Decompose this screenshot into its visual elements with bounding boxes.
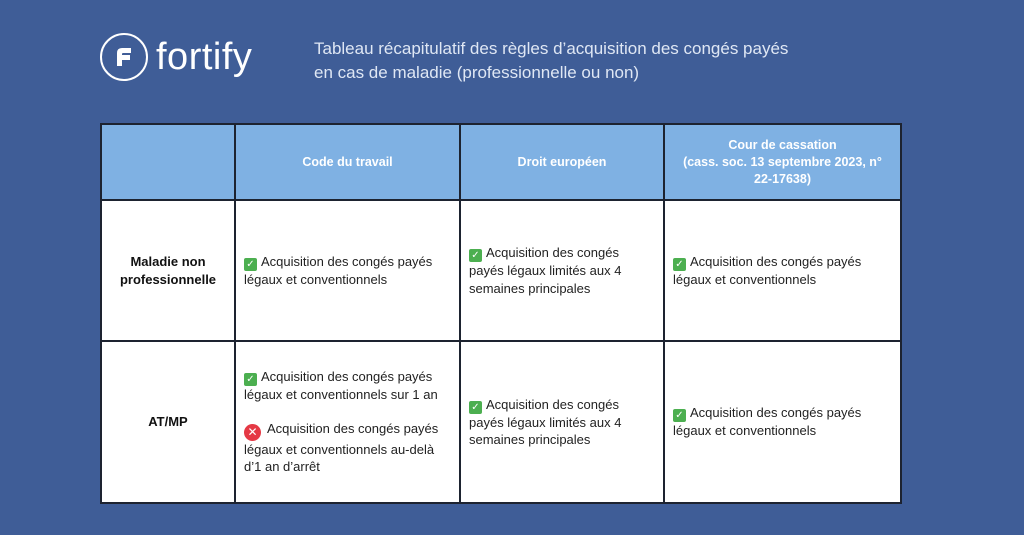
cell-cour-cassation: ✓ Acquisition des congés payés légaux et … [663, 340, 902, 504]
subtitle-line-1: Tableau récapitulatif des règles d’acqui… [314, 39, 789, 58]
page-subtitle: Tableau récapitulatif des règles d’acqui… [314, 37, 914, 85]
cell-code-travail: ✓ Acquisition des congés payés légaux et … [234, 199, 461, 342]
fortify-logo-icon [100, 33, 148, 81]
cell-text: Acquisition des congés payés légaux et c… [244, 420, 439, 475]
cell-droit-europeen: ✓ Acquisition des congés payés légaux lim… [459, 340, 665, 504]
row-label-maladie: Maladie non professionnelle [100, 199, 236, 342]
row-label-at-mp: AT/MP [100, 340, 236, 504]
table-row: AT/MP ✓ Acquisition des congés payés léga… [100, 340, 902, 504]
header-cour-title: Cour de cassation [728, 137, 837, 152]
summary-table: Code du travail Droit européen Cour de c… [100, 123, 902, 504]
check-mark-icon: ✓ [244, 257, 257, 271]
row-label-line-1: Maladie non [130, 254, 206, 269]
cell-text: Acquisition des congés payés légaux et c… [673, 253, 862, 287]
header-code-du-travail: Code du travail [234, 123, 461, 201]
check-mark-icon: ✓ [469, 400, 482, 414]
row-label-line-2: professionnelle [119, 271, 217, 287]
cell-text: Acquisition des congés payés légaux et c… [673, 405, 862, 439]
cell-cour-cassation: ✓ Acquisition des congés payés légaux et … [663, 199, 902, 342]
cell-no-block: ✕ Acquisition des congés payés légaux et … [244, 420, 451, 476]
header-cour-de-cassation: Cour de cassation (cass. soc. 13 septemb… [663, 123, 902, 201]
header-cour-reference: (cass. soc. 13 septembre 2023, n° 22-176… [683, 154, 882, 186]
check-mark-icon: ✓ [673, 409, 686, 423]
header-empty [100, 123, 236, 201]
cell-code-travail: ✓ Acquisition des congés payés légaux et … [234, 340, 461, 504]
cell-droit-europeen: ✓ Acquisition des congés payés légaux lim… [459, 199, 665, 342]
check-mark-icon: ✓ [469, 249, 482, 262]
subtitle-line-2: en cas de maladie (professionnelle ou no… [314, 63, 640, 82]
cell-text: Acquisition des congés payés légaux limi… [469, 245, 622, 296]
check-mark-icon: ✓ [673, 257, 686, 271]
table-header-row: Code du travail Droit européen Cour de c… [100, 123, 902, 201]
cell-text: Acquisition des congés payés légaux et c… [244, 253, 433, 287]
brand-logo: fortify [100, 33, 252, 81]
cell-text: Acquisition des congés payés légaux et c… [244, 369, 438, 403]
cross-mark-icon: ✕ [244, 423, 261, 441]
header-droit-europeen: Droit européen [459, 123, 665, 201]
cell-text: Acquisition des congés payés légaux limi… [469, 396, 622, 448]
check-mark-icon: ✓ [244, 373, 257, 387]
cell-yes-block: ✓ Acquisition des congés payés légaux et … [244, 368, 451, 404]
brand-name: fortify [156, 35, 253, 78]
table-row: Maladie non professionnelle ✓ Acquisition… [100, 199, 902, 342]
